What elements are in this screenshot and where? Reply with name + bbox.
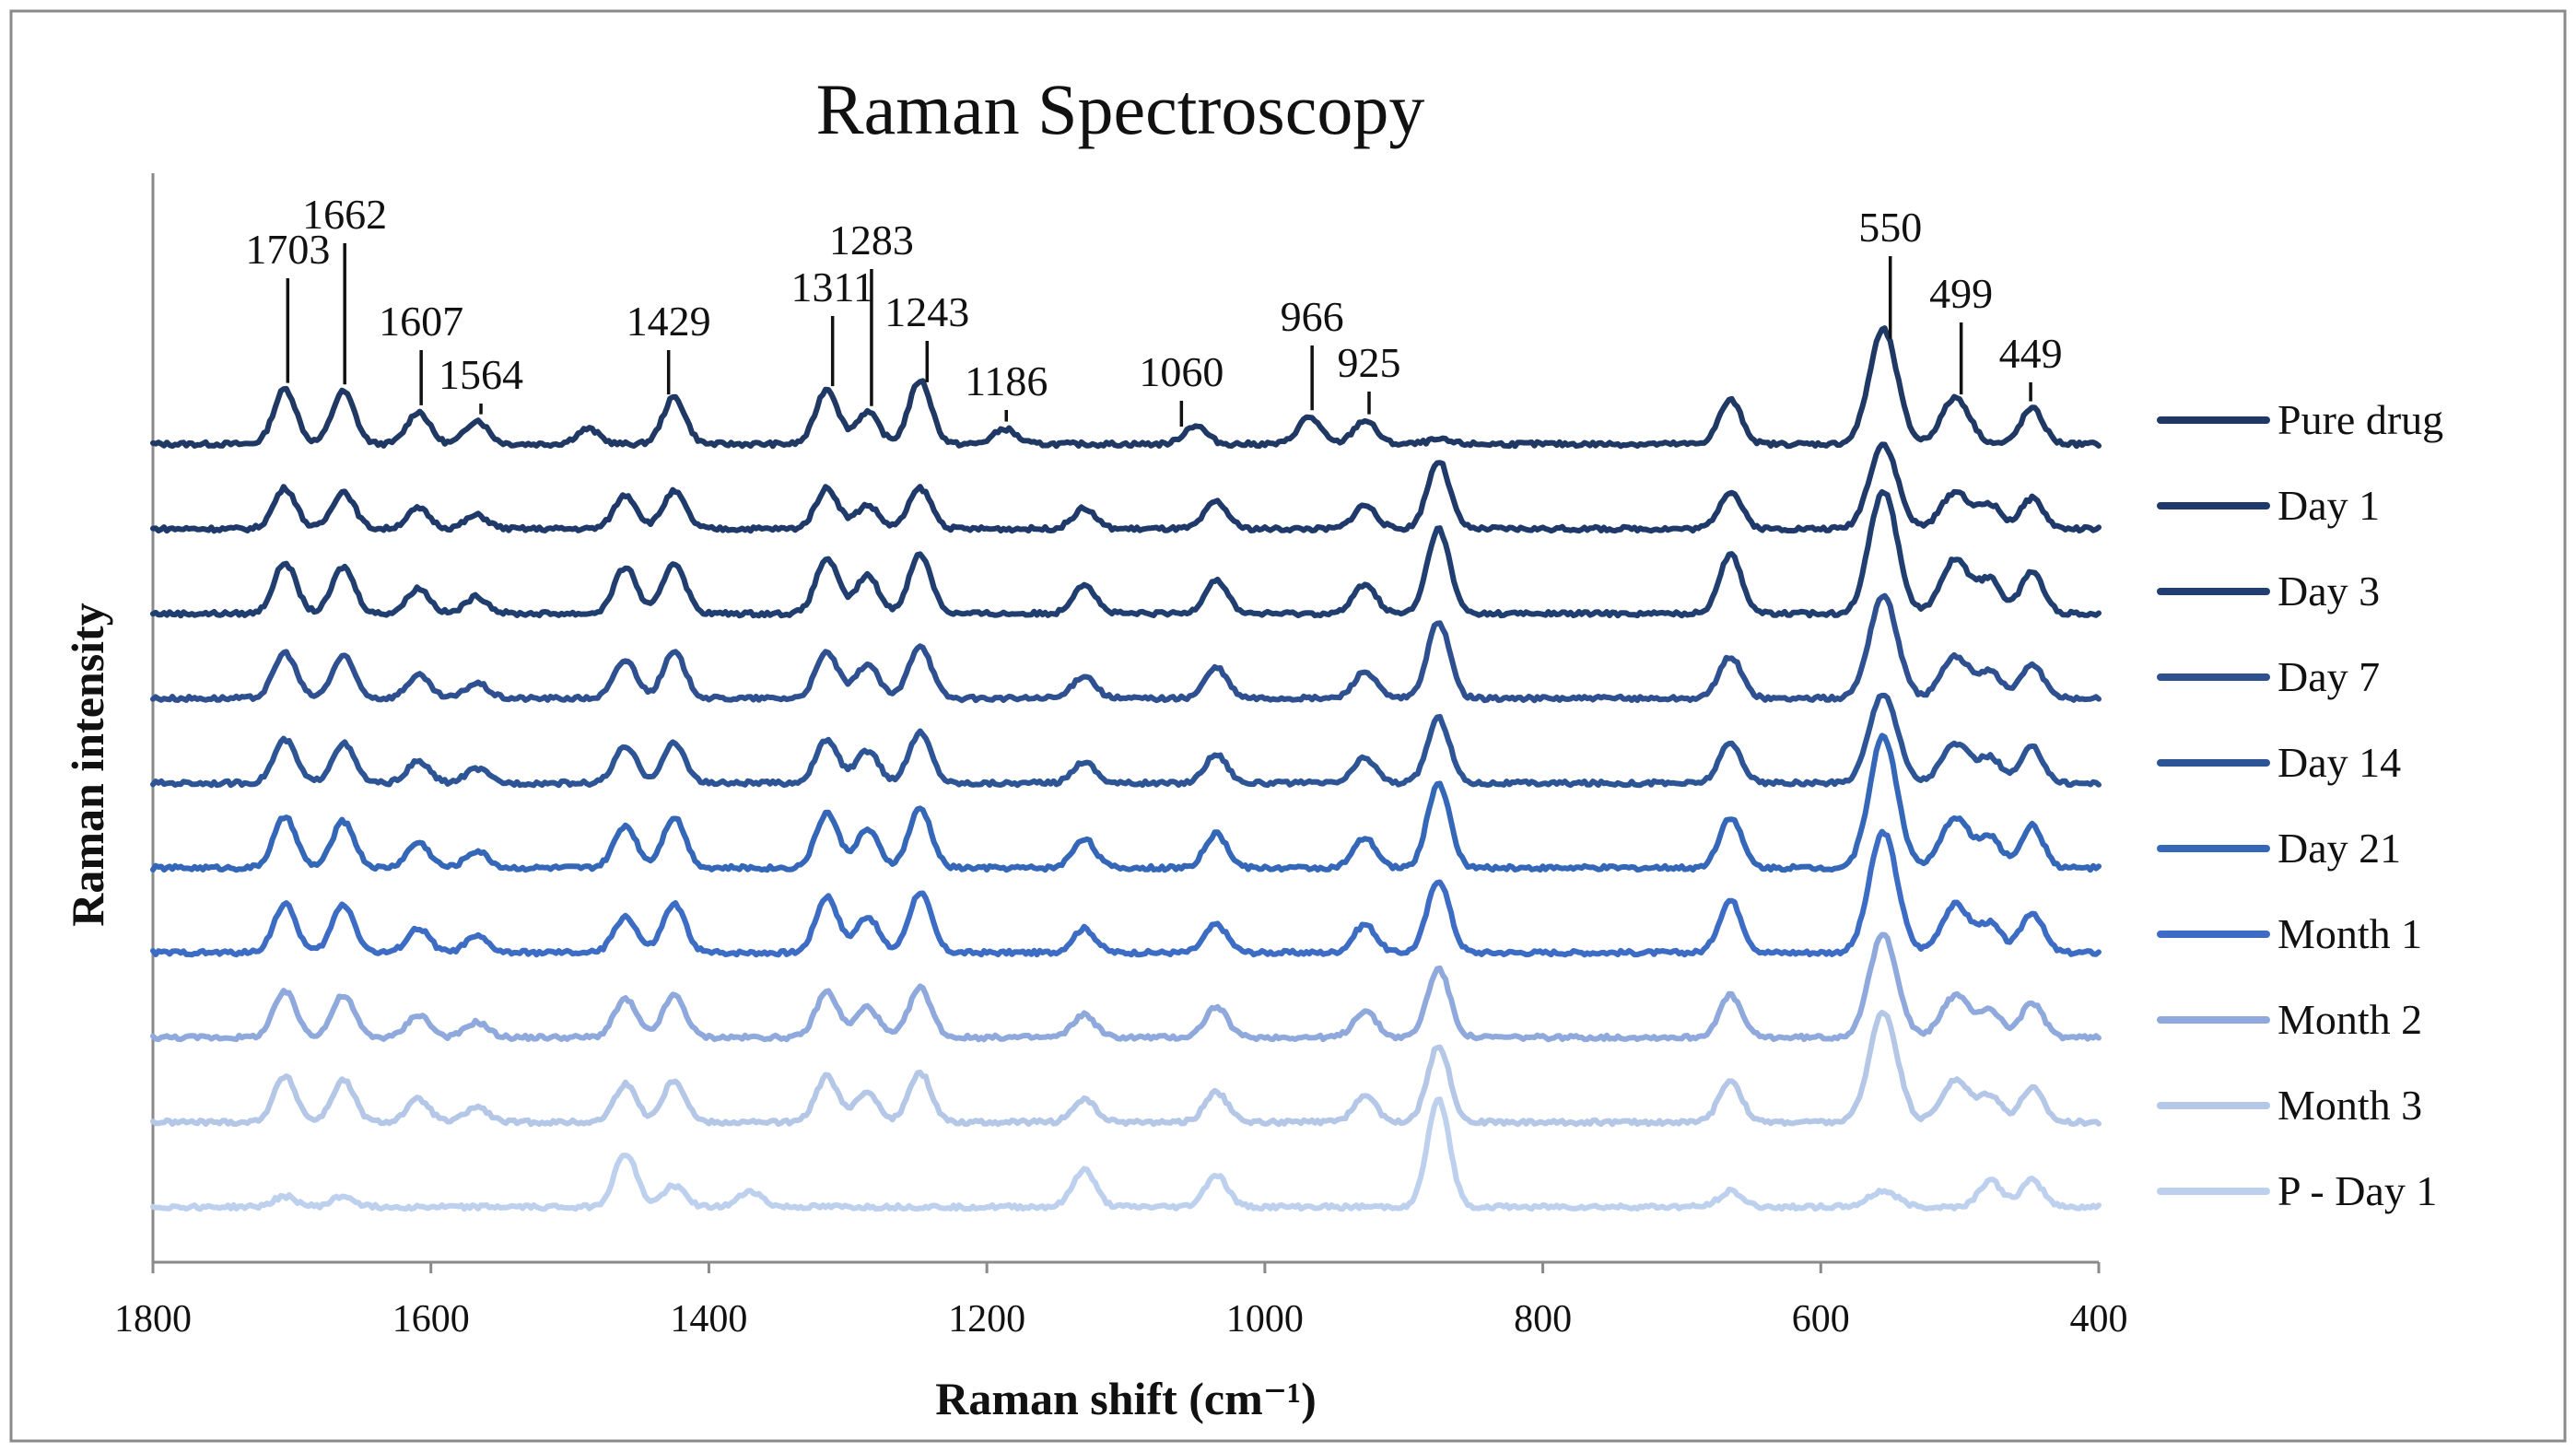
peak-label-1564: 1564 — [439, 351, 523, 398]
legend-label: Month 2 — [2277, 996, 2422, 1043]
x-tick-label: 1400 — [670, 1298, 747, 1341]
peak-label-1283: 1283 — [829, 217, 914, 263]
x-tick-label: 1000 — [1226, 1298, 1304, 1341]
series-line-6 — [150, 828, 2102, 958]
peak-label-1703: 1703 — [245, 226, 330, 273]
chart-frame — [9, 9, 2567, 1443]
legend-label: Day 3 — [2277, 568, 2380, 615]
x-tick-label: 800 — [1514, 1298, 1572, 1341]
series-line-9 — [150, 1096, 2102, 1212]
x-tick-label: 600 — [1792, 1298, 1850, 1341]
legend-label: Pure drug — [2277, 396, 2443, 443]
peak-label-1607: 1607 — [379, 298, 463, 345]
peak-label-1311: 1311 — [791, 263, 874, 310]
peak-label-499: 499 — [1929, 270, 1993, 317]
x-tick-label: 1600 — [392, 1298, 470, 1341]
peak-label-1662: 1662 — [302, 191, 387, 238]
series-line-4 — [150, 692, 2102, 789]
y-axis-label: Raman intensity — [62, 603, 113, 926]
legend-label: Day 14 — [2277, 739, 2401, 786]
peak-label-925: 925 — [1338, 339, 1401, 386]
series-line-8 — [150, 1010, 2102, 1128]
x-ticks: 1800 1600 1400 1200 1000 800 600 400 — [114, 1262, 2128, 1341]
legend-label: P - Day 1 — [2277, 1167, 2437, 1214]
series-line-1 — [150, 441, 2102, 534]
legend: Pure drug Day 1 Day 3 Day 7 Day 14 Day 21 Mont… — [2157, 396, 2443, 1214]
peak-label-1243: 1243 — [884, 288, 969, 335]
peak-label-966: 966 — [1281, 293, 1344, 340]
chart-title: Raman Spectroscopy — [816, 69, 1425, 149]
peak-label-449: 449 — [1999, 330, 2063, 377]
x-tick-label: 1800 — [114, 1298, 192, 1341]
peak-label-1060: 1060 — [1139, 348, 1224, 395]
x-tick-label: 1200 — [948, 1298, 1025, 1341]
peak-label-1429: 1429 — [626, 298, 711, 345]
peak-label-1186: 1186 — [965, 357, 1048, 404]
series-line-0 — [150, 325, 2102, 450]
series-line-2 — [150, 488, 2102, 619]
x-axis-label: Raman shift (cm⁻¹) — [935, 1373, 1317, 1424]
legend-label: Day 7 — [2277, 653, 2380, 700]
legend-label: Month 3 — [2277, 1082, 2422, 1129]
axes — [151, 173, 2099, 1264]
legend-label: Day 21 — [2277, 825, 2401, 872]
series-group — [150, 325, 2102, 1212]
series-line-5 — [150, 732, 2102, 873]
legend-label: Month 1 — [2277, 910, 2422, 957]
peak-label-550: 550 — [1858, 204, 1922, 251]
legend-label: Day 1 — [2277, 482, 2380, 529]
series-line-3 — [150, 592, 2102, 704]
series-line-7 — [150, 931, 2102, 1043]
x-tick-label: 400 — [2070, 1298, 2128, 1341]
